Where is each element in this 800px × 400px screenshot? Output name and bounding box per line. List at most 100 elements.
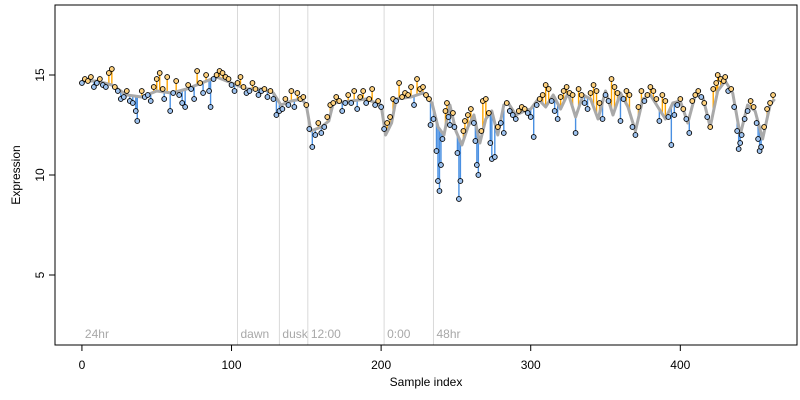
- data-point-244: [767, 100, 773, 106]
- data-point-192: [623, 88, 630, 94]
- x-axis: 0 100 200 300 400: [79, 345, 691, 372]
- data-point-25: [153, 76, 160, 82]
- data-point-116: [423, 92, 429, 98]
- data-point-185: [602, 92, 609, 98]
- data-point-98: [369, 86, 375, 92]
- data-point-103: [384, 120, 390, 126]
- data-point-54: [237, 74, 244, 80]
- data-point-6: [97, 76, 103, 82]
- marker-lines: [237, 5, 434, 345]
- data-point-164: [539, 92, 546, 98]
- data-point-216: [695, 88, 702, 94]
- data-point-229: [731, 104, 738, 110]
- data-point-107: [396, 80, 402, 86]
- data-point-34: [179, 100, 186, 106]
- data-point-214: [689, 98, 696, 104]
- data-point-153: [506, 108, 513, 114]
- data-point-22: [144, 92, 151, 98]
- data-point-206: [665, 114, 672, 120]
- data-point-53: [234, 80, 241, 86]
- data-point-126: [444, 100, 450, 106]
- data-point-11: [111, 84, 118, 90]
- data-point-154: [509, 112, 516, 118]
- x-tick-label-3: 300: [521, 358, 541, 372]
- data-point-5: [94, 80, 100, 86]
- data-point-106: [393, 98, 399, 104]
- x-tick-label-2: 200: [371, 358, 391, 372]
- data-point-165: [542, 82, 549, 88]
- data-point-241: [758, 144, 764, 150]
- data-point-38: [191, 96, 197, 102]
- data-point-115: [420, 84, 426, 90]
- data-point-89: [342, 100, 349, 106]
- data-point-135: [462, 118, 468, 124]
- data-point-77: [306, 126, 313, 132]
- data-point-178: [581, 100, 588, 106]
- data-point-179: [584, 106, 591, 112]
- data-point-187: [608, 76, 615, 82]
- data-point-159: [524, 110, 531, 116]
- data-point-239: [755, 136, 761, 142]
- data-point-219: [704, 114, 711, 120]
- data-point-46: [213, 72, 220, 78]
- data-point-20: [138, 88, 145, 94]
- data-point-55: [240, 84, 247, 90]
- data-point-182: [593, 88, 600, 94]
- data-point-65: [270, 96, 277, 102]
- data-point-245: [770, 92, 776, 98]
- x-tick-label-1: 100: [222, 358, 242, 372]
- data-point-92: [351, 88, 358, 94]
- data-point-161: [530, 134, 537, 140]
- marker-labels: 24hr dawn dusk 12:00 0:00 48hr: [85, 327, 461, 341]
- data-point-79: [312, 132, 319, 138]
- data-point-236: [747, 98, 754, 104]
- data-point-198: [641, 98, 648, 104]
- data-point-177: [578, 92, 585, 98]
- data-point-175: [572, 130, 579, 136]
- data-point-37: [188, 86, 194, 92]
- data-point-228: [728, 86, 735, 92]
- data-point-93: [354, 106, 361, 112]
- data-point-141: [475, 172, 482, 178]
- data-point-94: [357, 94, 364, 100]
- data-point-102: [381, 126, 387, 132]
- data-point-152: [503, 100, 510, 106]
- data-point-170: [557, 94, 564, 100]
- data-point-45: [210, 76, 217, 82]
- marker-label-3: 12:00: [311, 327, 341, 341]
- data-point-222: [713, 80, 720, 86]
- data-point-232: [737, 140, 744, 146]
- data-point-130: [451, 124, 458, 130]
- data-point-160: [527, 114, 534, 120]
- data-point-188: [611, 84, 618, 90]
- data-point-220: [707, 124, 714, 130]
- data-point-27: [159, 86, 166, 92]
- data-point-42: [203, 72, 209, 78]
- data-point-166: [545, 86, 552, 92]
- data-point-119: [430, 116, 437, 122]
- data-point-12: [114, 88, 121, 94]
- data-point-196: [635, 104, 642, 110]
- data-point-171: [560, 88, 567, 94]
- data-point-221: [710, 86, 717, 92]
- data-point-121: [435, 178, 441, 184]
- data-point-91: [348, 100, 355, 106]
- data-point-208: [671, 112, 678, 118]
- data-point-117: [426, 96, 432, 102]
- data-point-133: [457, 178, 464, 184]
- data-point-43: [206, 88, 212, 94]
- data-point-136: [465, 112, 471, 118]
- data-point-243: [764, 106, 770, 112]
- data-point-138: [471, 120, 477, 126]
- data-point-18: [132, 108, 139, 114]
- marker-label-5: 48hr: [436, 327, 460, 341]
- data-point-69: [282, 96, 289, 102]
- data-point-99: [372, 102, 378, 108]
- data-point-237: [750, 104, 757, 110]
- data-point-57: [246, 88, 253, 94]
- data-point-83: [324, 114, 331, 120]
- data-point-85: [330, 100, 337, 106]
- data-point-101: [378, 104, 384, 110]
- data-point-80: [315, 120, 322, 126]
- data-point-195: [632, 132, 639, 138]
